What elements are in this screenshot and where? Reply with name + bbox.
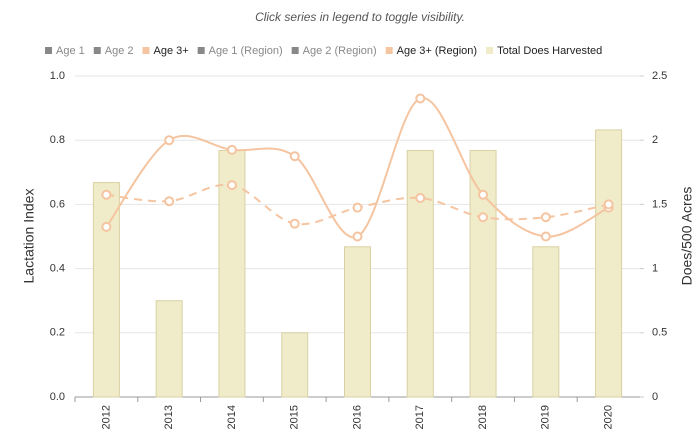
legend-swatch [93, 47, 101, 54]
legend-swatch [142, 47, 150, 54]
bar [218, 149, 246, 398]
legend-label: Age 3+ [154, 45, 189, 57]
point [289, 151, 300, 162]
bar [92, 182, 120, 398]
x-tick-label: 2019 [540, 405, 552, 429]
legend-item[interactable]: Age 1 [45, 45, 85, 57]
bar [406, 149, 434, 398]
legend-swatch [486, 47, 494, 54]
point [352, 231, 363, 242]
legend-label: Age 1 [56, 45, 85, 57]
legend-swatch [291, 47, 299, 54]
legend-item[interactable]: Age 2 (Region) [291, 45, 377, 57]
legend-label: Total Does Harvested [497, 45, 602, 57]
y2-tick-label: 1.5 [652, 198, 667, 210]
legend-swatch [385, 47, 393, 54]
legend-item[interactable]: Age 3+ (Region) [385, 45, 477, 57]
point [352, 202, 363, 213]
x-tick-label: 2017 [414, 405, 426, 429]
point [226, 180, 237, 191]
y-axis-label: Lactation Index [21, 189, 37, 284]
bar [281, 332, 309, 398]
y2-axis-label: Does/500 Acres [679, 187, 694, 286]
y2-tick-label: 2 [652, 134, 658, 146]
legend-item[interactable]: Age 2 [93, 45, 134, 57]
x-tick-label: 2020 [603, 405, 615, 429]
point [289, 218, 300, 229]
subtitle: Click series in legend to toggle visibil… [255, 10, 465, 24]
x-tick-label: 2016 [351, 405, 363, 429]
y-tick-label: 1.0 [50, 70, 65, 82]
point [478, 189, 489, 200]
y-tick-label: 0.2 [50, 327, 65, 339]
x-tick-label: 2015 [289, 405, 301, 429]
y-tick-label: 0.8 [50, 134, 65, 146]
legend-label: Age 2 (Region) [303, 45, 377, 57]
legend-swatch [197, 47, 205, 54]
y2-tick-label: 0.5 [652, 327, 667, 339]
bar [532, 246, 560, 398]
point [540, 212, 551, 223]
x-tick-label: 2018 [477, 405, 489, 429]
point [164, 135, 175, 146]
point [603, 199, 614, 210]
bar [344, 246, 371, 398]
bar [155, 300, 183, 398]
line [105, 97, 610, 239]
y2-tick-label: 1 [652, 263, 658, 275]
legend-label: Age 1 (Region) [209, 45, 283, 57]
legend-item[interactable]: Age 3+ [142, 45, 189, 57]
point [101, 221, 112, 232]
y-tick-label: 0.4 [50, 263, 65, 275]
x-tick-label: 2013 [163, 405, 175, 429]
y2-tick-label: 0 [652, 391, 658, 403]
legend-item[interactable]: Total Does Harvested [486, 45, 602, 57]
point [478, 212, 489, 223]
legend-item[interactable]: Age 1 (Region) [197, 45, 283, 57]
point [415, 192, 426, 203]
point [540, 231, 551, 242]
legend-label: Age 3+ (Region) [397, 45, 477, 57]
legend-label: Age 2 [105, 45, 134, 57]
y2-tick-label: 2.5 [652, 70, 667, 82]
y-tick-label: 0.6 [50, 198, 65, 210]
point [101, 189, 112, 200]
bar [469, 149, 497, 398]
point [415, 93, 426, 104]
x-tick-label: 2012 [100, 405, 112, 429]
legend-swatch [45, 47, 52, 54]
bar [595, 129, 623, 398]
point [164, 196, 175, 207]
y-tick-label: 0.0 [50, 391, 65, 403]
x-tick-label: 2014 [226, 405, 238, 429]
point [226, 144, 237, 155]
